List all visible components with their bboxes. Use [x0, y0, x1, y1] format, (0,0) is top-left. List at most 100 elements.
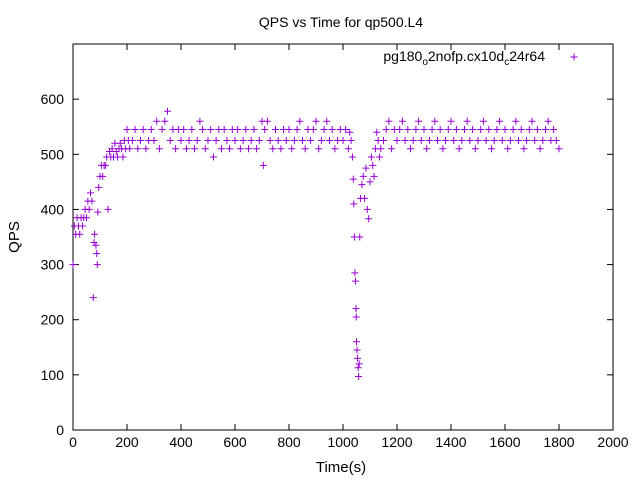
data-point [104, 205, 112, 213]
data-point [166, 137, 174, 144]
data-point [354, 364, 362, 372]
data-point [355, 373, 363, 381]
y-tick-label: 100 [41, 367, 65, 383]
data-point [142, 145, 150, 153]
data-point [108, 145, 116, 153]
data-point [172, 145, 180, 153]
data-point [94, 208, 102, 216]
y-axis-ticks: 0 100 200 300 400 500 600 [41, 91, 613, 438]
data-point [501, 125, 509, 133]
y-tick-label: 300 [41, 257, 65, 273]
data-point [404, 125, 412, 133]
data-point [299, 137, 306, 144]
data-point [188, 125, 196, 133]
data-point [496, 117, 504, 125]
data-point [76, 230, 84, 238]
data-point [242, 125, 250, 133]
data-point [442, 137, 450, 144]
data-point [155, 145, 163, 153]
data-point [517, 125, 525, 133]
data-point [498, 137, 506, 144]
data-point [153, 117, 161, 125]
data-point [542, 125, 549, 133]
data-point [89, 294, 97, 302]
data-point [351, 269, 359, 277]
data-point [471, 145, 479, 153]
data-point [367, 153, 375, 161]
data-point [191, 145, 198, 153]
legend: pg180o2nofp.cx10dc24r64 [383, 48, 578, 68]
data-point [528, 117, 536, 125]
data-point [515, 137, 522, 144]
legend-marker-plus [570, 53, 578, 61]
data-point [282, 137, 290, 144]
x-axis-ticks: 0 200 400 600 800 1000 1200 1400 1600 1800 2000 [69, 44, 629, 450]
data-point [423, 145, 431, 153]
data-point [266, 137, 274, 144]
data-point [323, 117, 331, 125]
data-point [137, 137, 144, 144]
data-point [255, 137, 263, 144]
data-point [377, 145, 385, 153]
data-point [479, 117, 487, 125]
data-point [493, 125, 501, 133]
data-point [531, 137, 539, 144]
y-tick-label: 200 [41, 312, 65, 328]
data-point [326, 137, 333, 144]
data-point [417, 137, 425, 144]
series-points [69, 107, 563, 381]
x-tick-label: 1800 [543, 434, 574, 450]
data-point [93, 250, 101, 258]
data-point [285, 125, 293, 133]
data-point [452, 125, 460, 133]
y-axis-label: QPS [6, 221, 23, 253]
data-point [272, 125, 279, 133]
data-point [350, 200, 358, 208]
x-tick-label: 600 [223, 434, 247, 450]
data-point [466, 137, 474, 144]
data-point [218, 145, 225, 153]
y-tick-label: 0 [56, 422, 64, 438]
data-point [301, 145, 309, 153]
data-point [342, 125, 350, 133]
data-point [99, 172, 107, 180]
data-point [458, 137, 466, 144]
data-point [126, 145, 134, 153]
data-point [346, 128, 354, 136]
data-point [398, 117, 406, 125]
data-point [293, 125, 301, 133]
data-point [212, 137, 220, 144]
data-point [359, 172, 367, 180]
data-point [158, 125, 166, 133]
data-point [550, 125, 558, 133]
data-point [434, 137, 441, 144]
x-tick-label: 1000 [327, 434, 358, 450]
data-point [544, 117, 552, 125]
data-point [425, 137, 433, 144]
data-point [93, 261, 101, 269]
data-point [259, 161, 267, 169]
data-point [375, 153, 383, 161]
data-point [320, 125, 328, 133]
data-point [474, 137, 482, 144]
data-point [231, 137, 239, 144]
data-point [207, 125, 215, 133]
data-point [352, 313, 360, 321]
data-point [177, 137, 185, 144]
data-point [428, 125, 436, 133]
data-point [123, 125, 131, 133]
data-point [69, 261, 77, 269]
data-point [461, 125, 468, 133]
data-point [409, 137, 417, 144]
data-point [245, 145, 252, 153]
data-point [536, 145, 544, 153]
data-point [344, 145, 352, 153]
data-point [328, 125, 336, 133]
data-point [506, 137, 514, 144]
data-point [439, 145, 447, 153]
data-point [382, 125, 390, 133]
data-point [365, 215, 373, 223]
data-point [147, 125, 155, 133]
data-point [261, 125, 269, 133]
data-point [412, 125, 420, 133]
